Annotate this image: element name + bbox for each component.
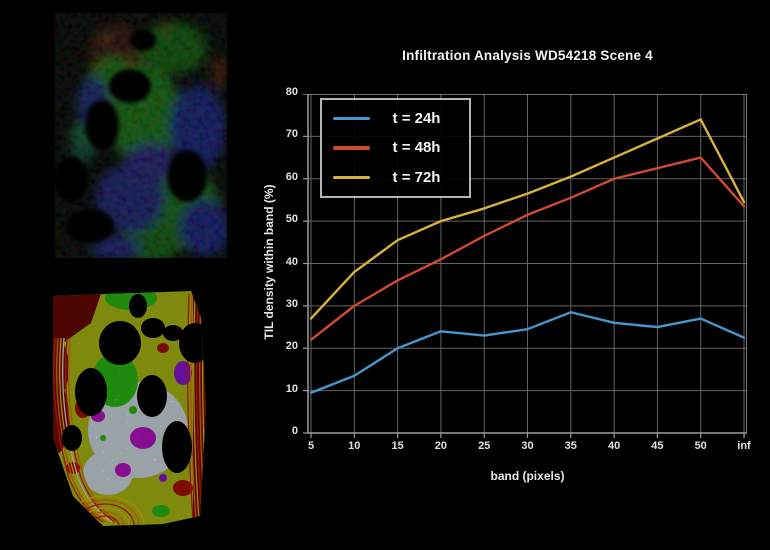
y-tick-label: 40 <box>285 255 298 268</box>
legend-item: t = 48h <box>328 139 463 156</box>
axes-frame <box>307 94 747 434</box>
x-tick-label: 10 <box>348 440 361 452</box>
y-tick-label: 30 <box>285 297 298 310</box>
y-tick-label: 0 <box>291 425 298 437</box>
x-tick-label: 30 <box>521 440 534 452</box>
legend-swatch <box>333 146 370 150</box>
noise-overlay-bottom <box>53 291 206 526</box>
x-axis-label: band (pixels) <box>490 469 565 483</box>
x-tick-label: 15 <box>391 440 404 452</box>
x-tick-label: inf <box>737 440 751 452</box>
series-line-t48h <box>309 156 746 341</box>
y-tick-label: 20 <box>285 340 298 353</box>
legend-item: t = 72h <box>328 169 463 186</box>
legend-label: t = 24h <box>392 110 441 128</box>
legend-item: t = 24h <box>328 110 463 127</box>
legend-label: t = 48h <box>392 139 441 157</box>
x-tick-label: 40 <box>607 440 621 452</box>
fluorescence-microscopy-image <box>55 13 227 258</box>
tissue-holes <box>55 29 207 243</box>
plot-area <box>303 94 747 438</box>
band-map-content <box>53 291 206 526</box>
series-line-t24h <box>309 311 746 394</box>
y-tick-label: 80 <box>285 86 298 98</box>
y-tick-label: 70 <box>285 128 298 141</box>
y-tick-label: 10 <box>285 382 298 395</box>
series-line-t72h <box>309 118 746 320</box>
legend-label: t = 72h <box>392 168 441 186</box>
y-tick-label: 60 <box>285 170 298 183</box>
x-tick-label: 5 <box>307 440 315 452</box>
x-tick-label: 25 <box>478 440 491 452</box>
x-tick-label: 35 <box>564 440 577 452</box>
legend: t = 24h t = 48h t = 72h <box>320 98 471 198</box>
x-tick-label: 50 <box>694 440 707 452</box>
x-tick-label: 45 <box>651 440 664 452</box>
x-tick-label: 20 <box>434 440 448 452</box>
legend-swatch <box>333 175 370 180</box>
chart-title: Infiltration Analysis WD54218 Scene 4 <box>402 48 653 63</box>
y-tick-label: 50 <box>285 213 298 226</box>
legend-swatch <box>333 116 370 121</box>
infiltration-contour-band-image <box>53 291 206 526</box>
